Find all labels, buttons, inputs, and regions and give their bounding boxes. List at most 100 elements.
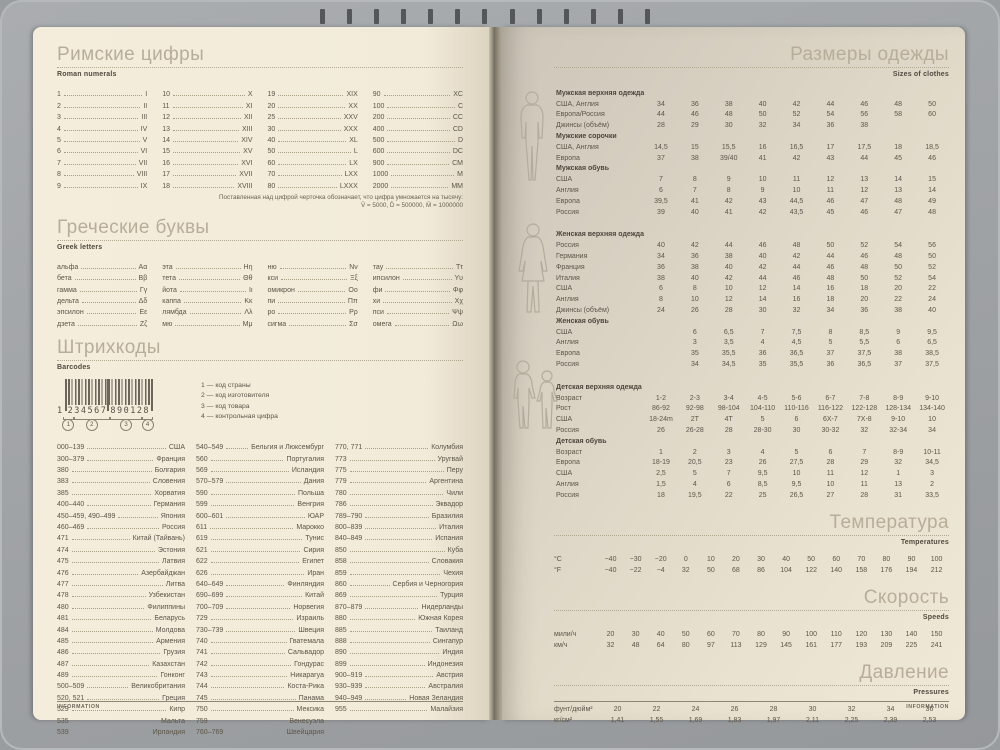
pair-key: 900 — [372, 159, 385, 167]
size-value: 34 — [657, 252, 665, 260]
size-value: 4,5 — [791, 339, 802, 347]
size-value: 46 — [690, 111, 699, 119]
country-code-row: 590 Польша — [196, 485, 324, 497]
dotted-leader — [210, 527, 294, 529]
conversion-value: 150 — [930, 630, 943, 638]
dotted-leader — [349, 710, 428, 712]
pair-key: 611 — [196, 523, 208, 531]
roman-numeral-row: 4 IV — [57, 121, 147, 133]
pair-key: 383 — [57, 478, 69, 486]
size-group-heading: Мужская обувь — [556, 162, 949, 172]
size-value: 9-10 — [925, 394, 940, 402]
size-value: 5 — [760, 416, 765, 424]
dotted-leader — [365, 687, 426, 689]
size-value: 9,5 — [757, 470, 768, 478]
temperature-title: Температура — [829, 511, 949, 533]
dotted-leader — [226, 516, 305, 518]
size-row: Англия 1,5 4 6 8,5 9,5 10 11 13 2 — [556, 477, 949, 488]
pair-value: Швейцария — [286, 729, 324, 737]
pair-value: Гондурас — [294, 660, 324, 668]
roman-numeral-row: 20 XX — [268, 98, 358, 110]
country-code-row: 600–601 ЮАР — [196, 508, 324, 520]
pair-value: Никарагуа — [290, 672, 324, 680]
size-value: 41 — [690, 197, 699, 205]
figure-column — [508, 86, 558, 499]
pair-value: Индонезия — [427, 660, 463, 668]
pair-value: Португалия — [286, 455, 324, 463]
conversion-value: 28 — [769, 705, 778, 713]
pair-value: DC — [452, 148, 463, 156]
roman-subtitle: Roman numerals — [57, 71, 117, 78]
roman-numeral-row: 9 IX — [57, 178, 147, 190]
pair-value: США — [168, 444, 185, 452]
country-code-row: 745 Панама — [196, 690, 324, 702]
pair-value: Япония — [160, 512, 185, 520]
size-value: 26,5 — [789, 491, 804, 499]
size-value: 20,5 — [688, 459, 702, 467]
size-group-heading: Детская верхняя одежда — [556, 380, 949, 391]
dotted-leader — [349, 493, 444, 495]
size-value: 39,5 — [654, 197, 668, 205]
dotted-leader — [365, 516, 429, 518]
dotted-leader — [71, 619, 152, 621]
pair-key: 730–739 — [196, 626, 224, 634]
size-value: 9,5 — [927, 328, 937, 336]
pair-value: CD — [452, 125, 463, 133]
pair-value: XC — [453, 91, 463, 99]
barcode-marker-number: 1 — [62, 418, 75, 431]
speed-section: Скорость Speeds мили/ч 20 30 40 50 60 70 80 90 10… — [554, 587, 949, 649]
conversion-value: 50 — [807, 555, 816, 563]
size-row: Россия 40 42 44 46 48 50 52 54 56 — [556, 238, 949, 249]
speed-row: мили/ч 20 30 40 50 60 70 80 90 100 110 120 130 140 150 — [554, 627, 949, 638]
speed-table: мили/ч 20 30 40 50 60 70 80 90 100 110 120 130 140 150… — [554, 627, 949, 649]
country-code-row: 786 Эквадор — [335, 497, 463, 508]
size-value: 8 — [692, 176, 697, 184]
size-group-label: Мужские сорочки — [556, 132, 617, 140]
roman-numeral-row: 2000 MM — [373, 178, 463, 190]
pair-value: II — [143, 102, 148, 110]
conversion-value: 50 — [681, 630, 690, 638]
roman-numeral-row: 11 XI — [162, 98, 252, 110]
conversion-value: 120 — [855, 630, 868, 638]
dotted-leader — [281, 279, 348, 281]
size-value: 30 — [792, 426, 801, 434]
size-value: 7 — [658, 176, 663, 184]
pair-key: 1 — [57, 91, 61, 99]
conversion-value: 80 — [681, 641, 690, 649]
pressure-section: Давление Pressures фунт/дюйм² 20 22 24 26 28 3… — [554, 662, 949, 724]
size-value: 40 — [758, 252, 767, 260]
country-code-row: 741 Сальвадор — [196, 645, 324, 656]
pair-key: 850 — [335, 546, 347, 554]
pair-key: 60 — [267, 159, 276, 167]
size-value: 36,5 — [789, 350, 804, 358]
pair-value: Бразилия — [431, 512, 463, 520]
size-value: 52 — [792, 111, 801, 119]
dotted-leader — [179, 279, 241, 281]
conversion-value: 64 — [656, 641, 665, 649]
size-value: 4 — [760, 339, 765, 347]
size-value: 8-9 — [893, 394, 904, 402]
pair-value: Φφ — [452, 286, 463, 294]
pair-key: 540–549 — [196, 444, 224, 452]
dotted-leader — [349, 619, 416, 621]
dotted-leader — [71, 573, 139, 575]
size-value: 56 — [928, 242, 936, 250]
size-value: 35,5 — [789, 360, 804, 368]
size-value: 16 — [758, 143, 767, 151]
pair-value: Южная Корея — [418, 615, 463, 623]
dotted-leader — [71, 596, 146, 598]
pressure-subtitle: Pressures — [913, 688, 949, 696]
country-code-row: 460–469 Россия — [57, 520, 185, 531]
pair-key: эпсилон — [57, 309, 84, 317]
size-row-label: Франция — [556, 263, 585, 271]
size-value: 14 — [758, 296, 767, 304]
greek-letter-row: йота Ιι — [162, 282, 252, 294]
country-code-row: 858 Словакия — [335, 554, 463, 565]
size-value: 40 — [724, 263, 733, 271]
pair-key: 485 — [57, 637, 69, 645]
size-group-heading: Мужские сорочки — [556, 129, 949, 140]
size-value: 18-24m — [649, 416, 673, 424]
conversion-value: 2,25 — [844, 716, 859, 724]
size-value: 7 — [862, 448, 867, 456]
pair-key: 477 — [57, 580, 69, 588]
